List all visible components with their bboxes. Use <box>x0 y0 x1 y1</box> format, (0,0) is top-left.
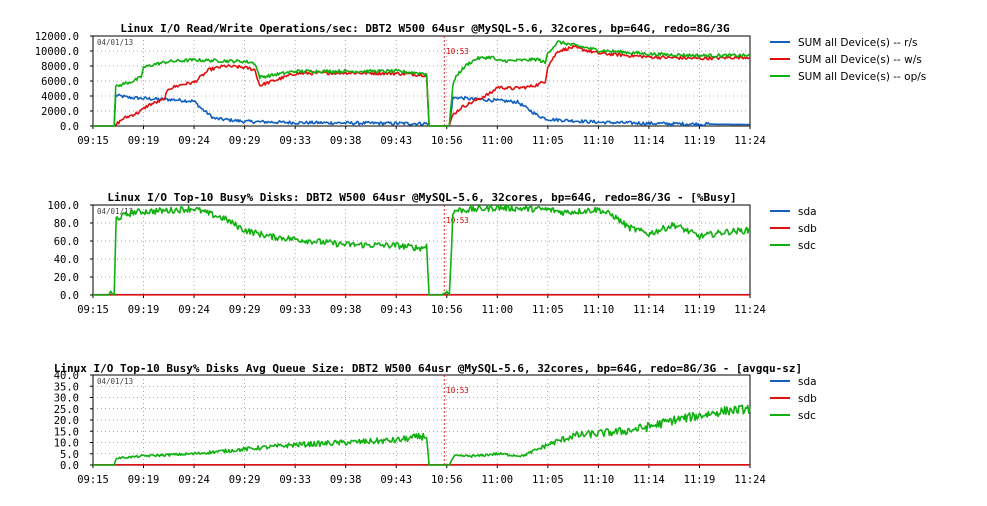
x-tick-label: 11:19 <box>684 135 716 147</box>
x-tick-label: 11:14 <box>633 474 665 486</box>
date-label: 04/01/13 <box>97 38 133 47</box>
y-tick-label: 40.0 <box>54 254 79 266</box>
x-tick-label: 09:19 <box>128 474 160 486</box>
y-tick-label: 60.0 <box>54 236 79 248</box>
y-tick-label: 12000.0 <box>35 31 79 43</box>
y-tick-label: 20.0 <box>54 415 79 427</box>
x-tick-label: 11:14 <box>633 304 665 316</box>
chart-busy-percent: Linux I/O Top-10 Busy% Disks: DBT2 W500 … <box>47 191 817 316</box>
legend-entry: sdc <box>798 410 816 422</box>
legend-entry: sdb <box>798 393 817 405</box>
legend-entry: sdb <box>798 223 817 235</box>
x-tick-label: 09:24 <box>178 304 210 316</box>
series-line-sum-all-device-s-r-s <box>93 93 750 127</box>
chart-read-write-ops: Linux I/O Read/Write Operations/sec: DBT… <box>35 22 927 147</box>
x-tick-label: 09:38 <box>330 135 362 147</box>
y-tick-label: 4000.0 <box>41 91 79 103</box>
x-tick-label: 09:33 <box>279 304 311 316</box>
x-tick-label: 11:10 <box>583 304 615 316</box>
y-tick-label: 15.0 <box>54 426 79 438</box>
date-label: 04/01/13 <box>97 207 133 216</box>
x-tick-label: 11:10 <box>583 474 615 486</box>
x-tick-label: 09:15 <box>77 304 109 316</box>
x-tick-label: 11:05 <box>532 135 564 147</box>
x-tick-label: 09:19 <box>128 135 160 147</box>
restart-marker-label: 10:53 <box>446 386 469 395</box>
y-tick-label: 35.0 <box>54 381 79 393</box>
x-tick-label: 09:33 <box>279 135 311 147</box>
x-tick-label: 11:00 <box>482 135 514 147</box>
y-tick-label: 20.0 <box>54 272 79 284</box>
x-tick-label: 11:19 <box>684 474 716 486</box>
x-tick-label: 09:19 <box>128 304 160 316</box>
y-tick-label: 100.0 <box>47 200 79 212</box>
x-tick-label: 09:43 <box>380 474 412 486</box>
y-tick-label: 30.0 <box>54 393 79 405</box>
x-tick-label: 11:10 <box>583 135 615 147</box>
legend-entry: SUM all Device(s) -- r/s <box>798 37 918 49</box>
x-tick-label: 11:05 <box>532 304 564 316</box>
series-line-sum-all-device-s-w-s <box>93 44 751 127</box>
x-tick-label: 10:56 <box>431 135 463 147</box>
series-line-sdc <box>93 404 751 466</box>
chart-title: Linux I/O Top-10 Busy% Disks: DBT2 W500 … <box>107 191 736 204</box>
date-label: 04/01/13 <box>97 377 133 386</box>
x-tick-label: 09:43 <box>380 135 412 147</box>
x-tick-label: 09:38 <box>330 304 362 316</box>
y-tick-label: 0.0 <box>60 290 79 302</box>
x-tick-label: 09:15 <box>77 135 109 147</box>
x-tick-label: 09:29 <box>229 304 261 316</box>
x-tick-label: 10:56 <box>431 304 463 316</box>
x-tick-label: 09:15 <box>77 474 109 486</box>
y-tick-label: 2000.0 <box>41 106 79 118</box>
chart-title: Linux I/O Top-10 Busy% Disks Avg Queue S… <box>54 362 802 375</box>
x-tick-label: 09:38 <box>330 474 362 486</box>
x-tick-label: 09:29 <box>229 474 261 486</box>
x-tick-label: 11:00 <box>482 474 514 486</box>
x-tick-label: 09:43 <box>380 304 412 316</box>
y-tick-label: 8000.0 <box>41 61 79 73</box>
y-tick-label: 80.0 <box>54 218 79 230</box>
y-tick-label: 5.0 <box>60 449 79 461</box>
x-tick-label: 09:24 <box>178 474 210 486</box>
legend-entry: sda <box>798 206 817 218</box>
y-tick-label: 10.0 <box>54 438 79 450</box>
x-tick-label: 09:24 <box>178 135 210 147</box>
y-tick-label: 40.0 <box>54 370 79 382</box>
x-tick-label: 10:56 <box>431 474 463 486</box>
restart-marker-label: 10:53 <box>446 216 469 225</box>
legend-entry: sdc <box>798 240 816 252</box>
y-tick-label: 0.0 <box>60 121 79 133</box>
legend-entry: sda <box>798 376 817 388</box>
y-tick-label: 25.0 <box>54 404 79 416</box>
x-tick-label: 09:33 <box>279 474 311 486</box>
series-line-sdc <box>93 204 751 296</box>
legend-entry: SUM all Device(s) -- w/s <box>798 54 922 66</box>
chart-title: Linux I/O Read/Write Operations/sec: DBT… <box>120 22 730 35</box>
x-tick-label: 11:00 <box>482 304 514 316</box>
x-tick-label: 11:24 <box>734 304 766 316</box>
y-tick-label: 10000.0 <box>35 46 79 58</box>
y-tick-label: 6000.0 <box>41 76 79 88</box>
x-tick-label: 11:24 <box>734 474 766 486</box>
chart-avg-queue-size: Linux I/O Top-10 Busy% Disks Avg Queue S… <box>54 362 817 486</box>
x-tick-label: 11:24 <box>734 135 766 147</box>
series-line-sum-all-device-s-op-s <box>93 40 751 127</box>
x-tick-label: 11:14 <box>633 135 665 147</box>
restart-marker-label: 10:53 <box>446 47 469 56</box>
x-tick-label: 09:29 <box>229 135 261 147</box>
x-tick-label: 11:19 <box>684 304 716 316</box>
legend-entry: SUM all Device(s) -- op/s <box>798 71 926 83</box>
y-tick-label: 0.0 <box>60 460 79 472</box>
x-tick-label: 11:05 <box>532 474 564 486</box>
